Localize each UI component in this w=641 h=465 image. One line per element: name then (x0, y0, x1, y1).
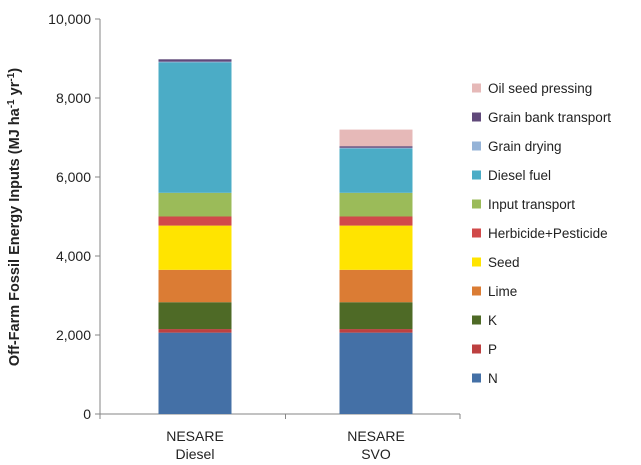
legend-label: Herbicide+Pesticide (488, 226, 608, 241)
bar-segment (339, 269, 413, 303)
legend-label: N (488, 371, 498, 386)
legend-label: P (488, 342, 497, 357)
bar-segment (158, 59, 232, 62)
x-tick-label: NESARE (347, 428, 405, 444)
legend-label: Seed (488, 255, 520, 270)
legend-label: Oil seed pressing (488, 81, 592, 96)
legend-label: Input transport (488, 197, 575, 212)
legend-swatch (472, 315, 481, 325)
legend-swatch (472, 83, 481, 93)
bar-segment (158, 269, 232, 303)
bar-segment (158, 62, 232, 193)
y-tick-label: 10,000 (48, 11, 91, 27)
legend-swatch (472, 257, 481, 267)
legend-label: K (488, 313, 497, 328)
legend-swatch (472, 199, 481, 209)
y-tick-label: 6,000 (56, 169, 91, 185)
bar-segment (339, 146, 413, 148)
legend-swatch (472, 228, 481, 238)
bar-segment (339, 302, 413, 330)
bar-segment (339, 332, 413, 414)
legend: Oil seed pressing Grain bank transport Gra… (472, 81, 611, 386)
bar-segment (158, 332, 232, 414)
y-tick-label: 2,000 (56, 327, 91, 343)
bar-segment (158, 302, 232, 330)
bar-segment (339, 225, 413, 270)
axis-layer: 0 2,000 4,000 6,000 8,000 10,000 NESARE Diesel N… (48, 11, 461, 462)
x-tick-label: SVO (361, 446, 391, 462)
bar-segment (339, 148, 413, 193)
y-tick-label: 4,000 (56, 248, 91, 264)
y-tick-label: 0 (83, 406, 91, 422)
y-axis-label: Off-Farm Fossil Energy Inputs (MJ ha-1 y… (6, 68, 24, 366)
bars-layer (158, 59, 413, 414)
x-tick-label: Diesel (176, 446, 215, 462)
y-tick-label: 8,000 (56, 90, 91, 106)
legend-label: Lime (488, 284, 517, 299)
legend-swatch (472, 344, 481, 354)
legend-swatch (472, 170, 481, 180)
legend-swatch (472, 373, 481, 383)
bar-segment (158, 216, 232, 226)
legend-swatch (472, 112, 481, 122)
bar-segment (158, 225, 232, 270)
legend-label: Grain bank transport (488, 110, 611, 125)
legend-swatch (472, 141, 481, 151)
x-tick-label: NESARE (166, 428, 224, 444)
bar-segment (339, 192, 413, 217)
bar-segment (339, 147, 413, 149)
bar-segment (158, 192, 232, 217)
legend-label: Diesel fuel (488, 168, 551, 183)
bar-segment (339, 216, 413, 226)
legend-label: Grain drying (488, 139, 562, 154)
bar-segment (158, 329, 232, 333)
bar-segment (158, 61, 232, 63)
bar-segment (339, 329, 413, 333)
legend-swatch (472, 286, 481, 296)
bar-segment (339, 129, 413, 147)
